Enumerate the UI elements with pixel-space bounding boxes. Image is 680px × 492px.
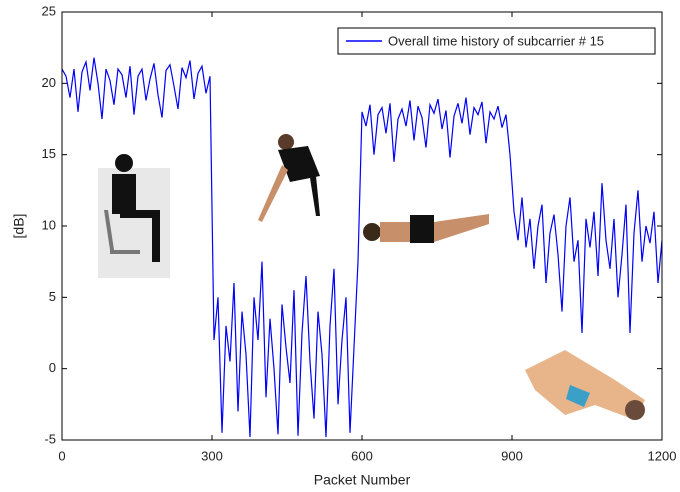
sitting-figure <box>98 154 170 278</box>
y-tick-label: 5 <box>49 289 56 304</box>
legend-label: Overall time history of subcarrier # 15 <box>388 33 604 48</box>
x-axis-label: Packet Number <box>314 472 411 488</box>
y-axis-label: [dB] <box>11 214 27 239</box>
y-tick-label: 15 <box>42 146 56 161</box>
legend-box <box>337 27 656 55</box>
y-tick-label: 0 <box>49 360 56 375</box>
y-tick-label: 10 <box>42 217 56 232</box>
kneeling-figure <box>258 134 320 222</box>
x-tick-label: 600 <box>351 448 373 463</box>
data-line <box>61 57 663 438</box>
x-tick-label: 1200 <box>648 448 677 463</box>
plot-frame <box>61 11 663 441</box>
y-tick-label: -5 <box>44 431 56 446</box>
legend: Overall time history of subcarrier # 15 <box>337 27 656 55</box>
x-tick-label: 0 <box>58 448 65 463</box>
x-tick-label: 900 <box>501 448 523 463</box>
x-tick-label: 300 <box>201 448 223 463</box>
lying-figure <box>363 214 489 243</box>
y-tick-label: 25 <box>42 3 56 18</box>
y-tick-label: 20 <box>42 75 56 90</box>
fallen-figure <box>525 350 645 420</box>
